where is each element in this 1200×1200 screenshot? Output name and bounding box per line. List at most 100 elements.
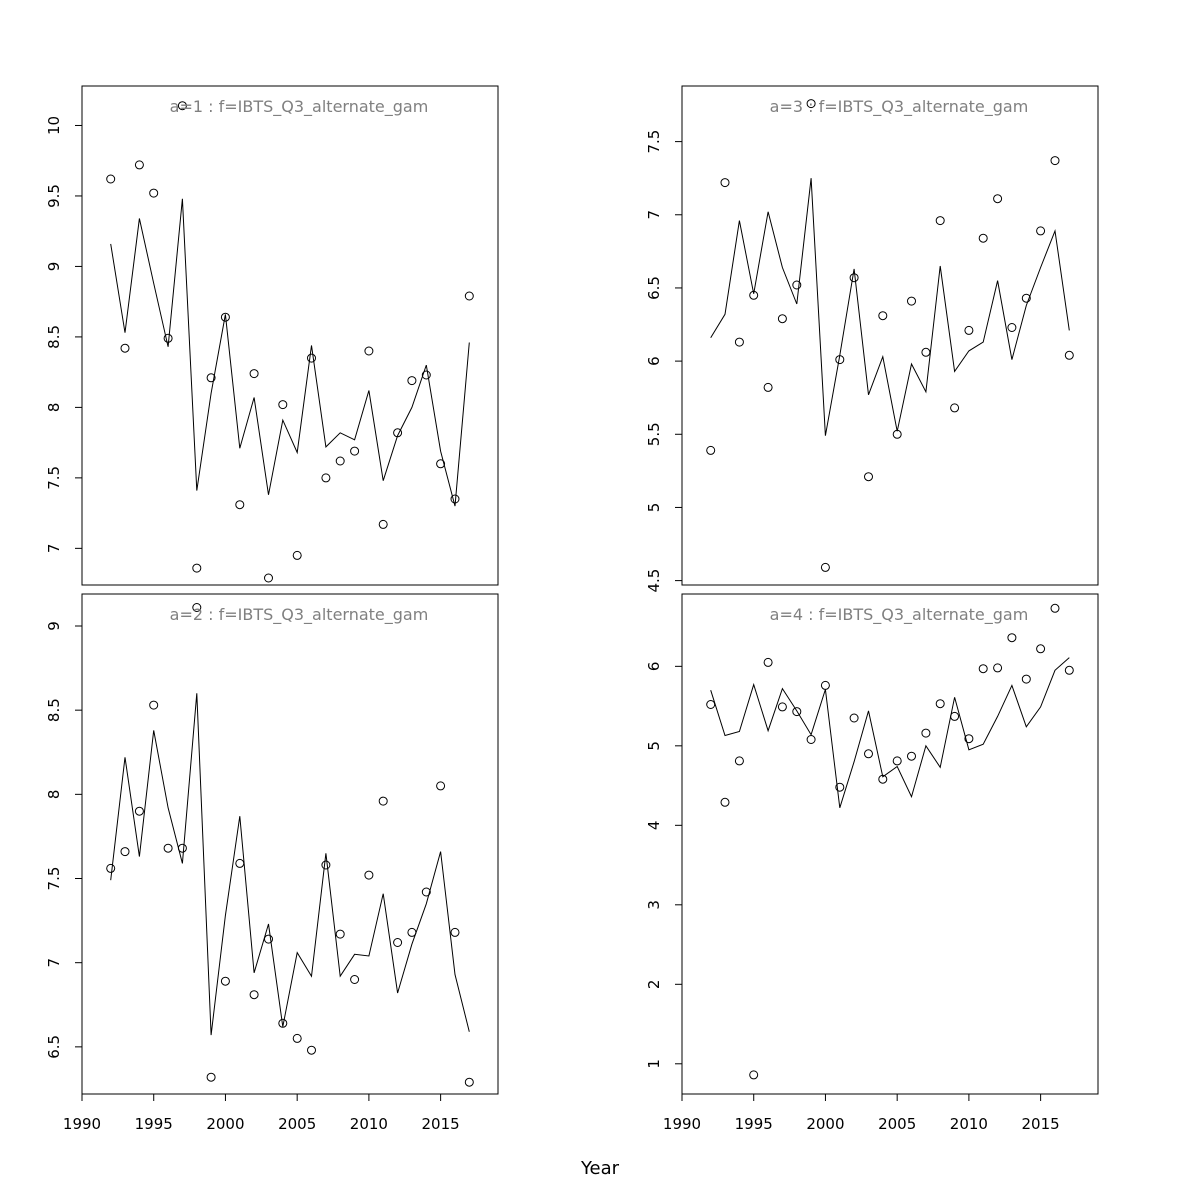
- y-tick-label: 4.5: [645, 569, 663, 593]
- y-tick-label: 7: [645, 210, 663, 220]
- data-point: [364, 346, 374, 356]
- data-point: [878, 311, 888, 321]
- panel-a1: 7 7.5 8 8.5 9 9.5 10 a=1 : f=IBTS_Q3_alternate_…: [45, 85, 499, 586]
- data-point: [706, 700, 716, 709]
- y-tick-label: 4: [645, 821, 663, 831]
- data-point: [964, 734, 974, 744]
- panel-a4: 1 2 3 4 5 6 1990 1995 2000 2005 2010 2015 a=4 : f=IB…: [645, 593, 1099, 1133]
- panel-a3: 4.5 5 5.5 6 6.5 7 7.5 a=3 : f=IBTS_Q3_alternate…: [645, 85, 1099, 593]
- data-point: [978, 664, 988, 674]
- data-point: [993, 194, 1003, 204]
- y-tick-label: 6.5: [645, 276, 663, 300]
- data-point: [220, 976, 230, 986]
- data-point: [1036, 644, 1046, 654]
- data-point: [149, 188, 159, 198]
- y-tick-label: 10: [45, 116, 63, 135]
- data-point: [335, 456, 345, 466]
- data-point: [835, 782, 845, 792]
- data-point: [350, 975, 360, 984]
- data-point: [292, 550, 302, 560]
- data-point: [777, 702, 787, 712]
- data-point: [763, 657, 773, 667]
- data-point: [235, 858, 245, 868]
- data-point: [421, 887, 431, 897]
- data-point: [1064, 350, 1074, 360]
- data-point: [206, 373, 216, 383]
- x-tick-label: 2015: [1022, 1115, 1060, 1133]
- y-tick-label: 1: [645, 1059, 663, 1069]
- data-point: [1021, 293, 1031, 303]
- data-point: [1007, 633, 1017, 643]
- data-point: [864, 472, 873, 482]
- data-point: [1007, 323, 1017, 332]
- data-point: [149, 700, 159, 710]
- data-point: [749, 1070, 759, 1080]
- data-point: [849, 273, 859, 283]
- data-point: [820, 680, 830, 690]
- panel-title: a=2 : f=IBTS_Q3_alternate_gam: [170, 605, 429, 625]
- data-point: [978, 233, 988, 243]
- y-tick-label: 9: [45, 621, 63, 631]
- y-tick-label: 5: [645, 503, 663, 513]
- data-point: [935, 216, 945, 226]
- data-point: [907, 296, 916, 306]
- fitted-line: [710, 178, 1070, 436]
- data-point: [777, 314, 787, 324]
- fitted-line: [110, 693, 470, 1036]
- data-point: [106, 863, 116, 873]
- panel-title: a=1 : f=IBTS_Q3_alternate_gam: [170, 97, 429, 117]
- data-point: [464, 291, 474, 301]
- data-point: [450, 927, 460, 937]
- y-tick-label: 9: [45, 262, 63, 272]
- data-point: [350, 446, 360, 456]
- data-point: [964, 325, 974, 335]
- data-point: [1050, 603, 1060, 613]
- data-point: [106, 174, 116, 184]
- x-tick-label: 2005: [278, 1115, 316, 1133]
- y-tick-label: 7.5: [45, 466, 63, 490]
- fitted-line: [110, 198, 470, 507]
- data-point: [436, 781, 446, 791]
- y-tick-label: 7: [45, 544, 63, 554]
- data-point: [1050, 156, 1060, 166]
- data-point: [820, 562, 830, 572]
- x-tick-label: 2000: [806, 1115, 844, 1133]
- data-point: [1036, 226, 1046, 236]
- data-point: [935, 699, 945, 709]
- data-point: [464, 1077, 474, 1087]
- panel-title: a=3 : f=IBTS_Q3_alternate_gam: [770, 97, 1029, 117]
- data-point: [421, 370, 431, 380]
- x-tick-label: 2015: [422, 1115, 460, 1133]
- x-tick-label: 1990: [663, 1115, 701, 1133]
- x-tick-label: 1990: [63, 1115, 101, 1133]
- data-point: [378, 796, 388, 806]
- data-point: [720, 178, 730, 188]
- data-point: [235, 500, 245, 510]
- data-point: [720, 797, 730, 807]
- data-point: [307, 353, 316, 363]
- x-tick-label: 1995: [135, 1115, 173, 1133]
- data-point: [993, 663, 1003, 673]
- plot-frame: [681, 85, 1099, 586]
- data-point: [249, 369, 259, 379]
- data-point: [892, 756, 902, 766]
- data-point: [849, 713, 859, 723]
- data-point: [892, 429, 902, 439]
- y-tick-label: 5: [645, 741, 663, 751]
- data-point: [436, 459, 446, 469]
- panel-title: a=4 : f=IBTS_Q3_alternate_gam: [770, 605, 1029, 625]
- y-tick-label: 8: [45, 403, 63, 413]
- data-point: [1064, 665, 1074, 675]
- plot-frame: [81, 593, 499, 1095]
- data-point: [950, 711, 960, 721]
- y-tick-label: 6: [645, 356, 663, 366]
- data-point: [734, 756, 744, 766]
- data-point: [321, 860, 331, 870]
- data-point: [335, 929, 345, 939]
- data-point: [407, 376, 417, 386]
- fitted-line: [710, 657, 1070, 808]
- data-point: [192, 563, 202, 573]
- data-point: [706, 445, 716, 455]
- data-point: [264, 573, 273, 583]
